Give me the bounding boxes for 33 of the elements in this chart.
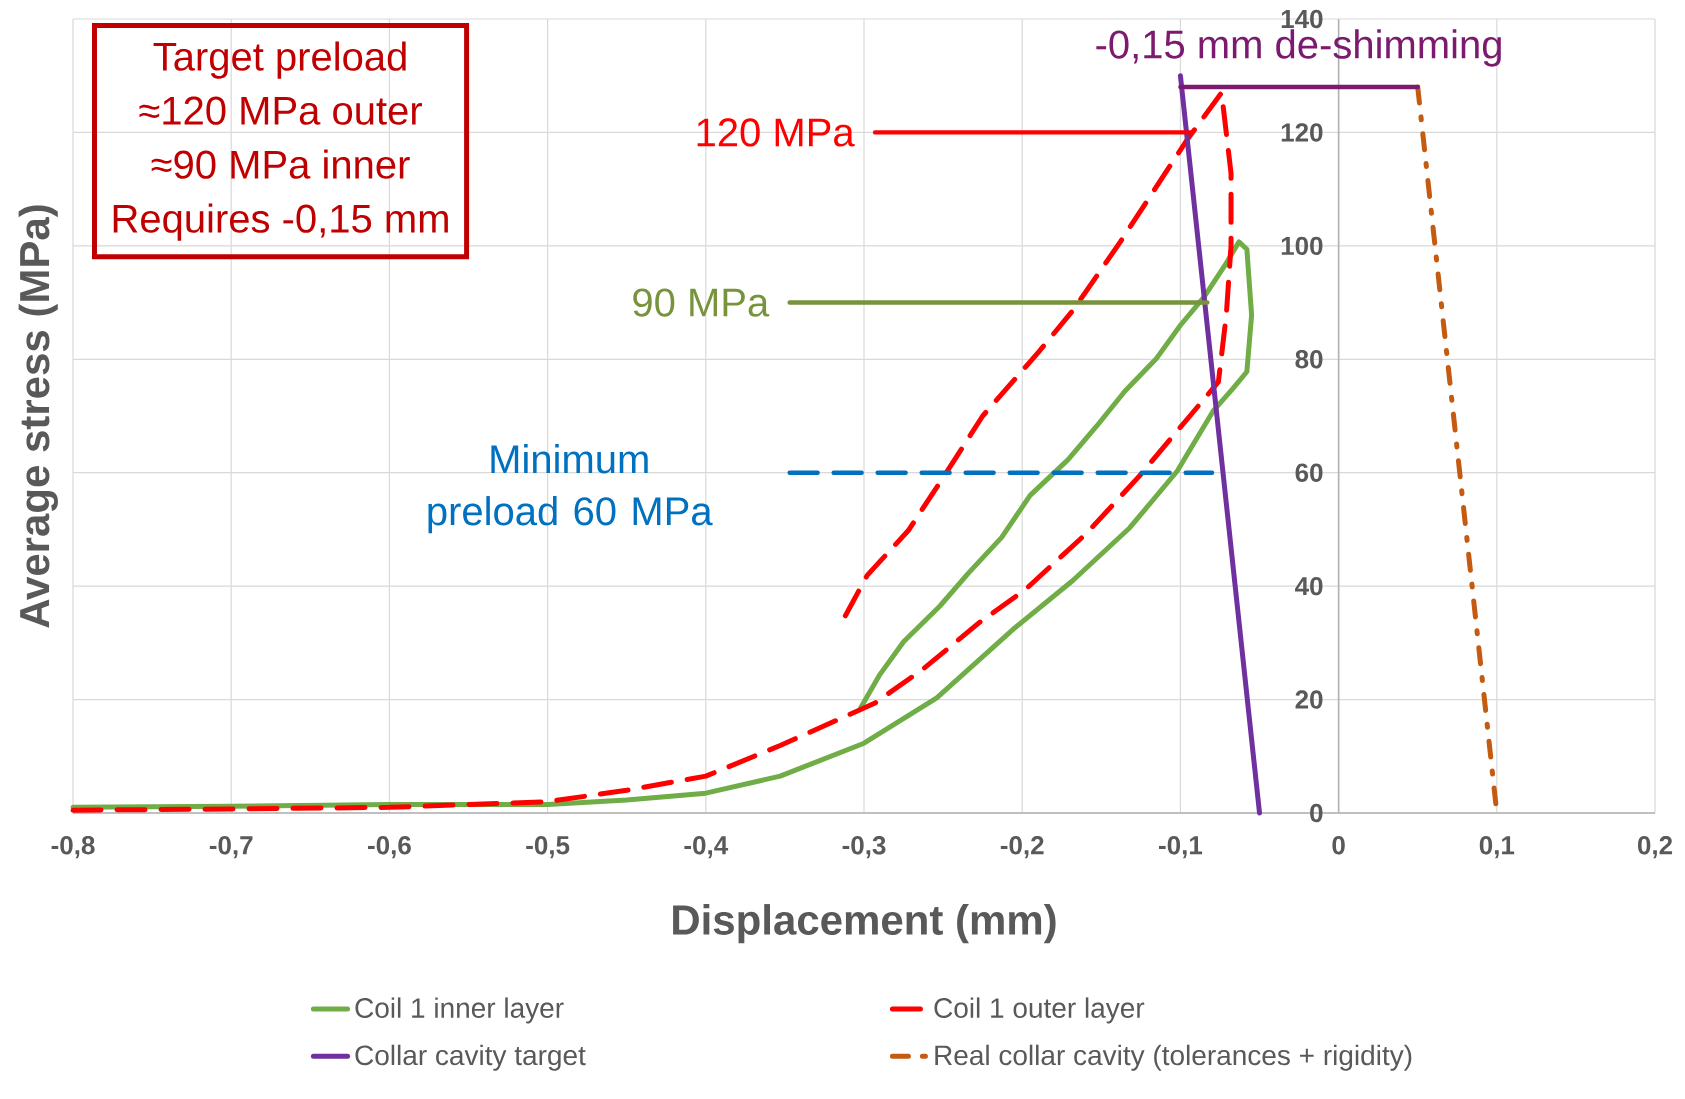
y-tick-label: 0 [1310, 803, 1323, 823]
annotation: ≈90 MPa inner [151, 149, 410, 179]
y-tick-label: 100 [1281, 236, 1323, 256]
legend-label: Coil 1 inner layer [355, 997, 564, 1024]
x-tick-label: -0,5 [526, 836, 570, 859]
y-tick-label: 20 [1295, 690, 1323, 709]
x-axis-title: Displacement (mm) [673, 904, 1056, 944]
annotation: Minimum preload 60 MPa [428, 444, 713, 534]
y-tick-label: 60 [1295, 463, 1323, 482]
x-tick-label: -0,8 [51, 836, 95, 859]
x-tick-label: -0,4 [684, 836, 729, 859]
legend-label: Collar cavity target [355, 1044, 586, 1071]
x-tick-label: 0,1 [1479, 836, 1515, 859]
annotation: 120 MPa [697, 118, 855, 147]
x-tick-label: -0,7 [209, 836, 253, 859]
annotation: -0,15 mm de-shimming [1096, 29, 1501, 67]
legend-label: Real collar cavity (tolerances + rigidity) [935, 1044, 1412, 1071]
legend-label: Coil 1 outer layer [934, 997, 1145, 1024]
annotation: ≈120 MPa outer [139, 96, 422, 125]
y-tick-label: 120 [1281, 123, 1323, 142]
y-tick-label: 80 [1295, 350, 1323, 369]
x-tick-label: 0 [1332, 836, 1345, 855]
annotation: Target preload [153, 41, 406, 79]
x-tick-label: 0,2 [1637, 836, 1673, 859]
x-tick-label: -0,6 [368, 836, 411, 859]
y-axis-title: Average stress (MPa) [18, 205, 58, 628]
y-tick-label: 140 [1281, 9, 1323, 29]
x-tick-label: -0,2 [1000, 836, 1044, 859]
annotation: 90 MPa [633, 288, 770, 317]
annotation: Requires -0,15 mm [113, 203, 448, 241]
y-tick-label: 40 [1295, 576, 1323, 596]
x-tick-label: -0,3 [842, 836, 886, 859]
x-tick-label: -0,1 [1159, 836, 1203, 859]
